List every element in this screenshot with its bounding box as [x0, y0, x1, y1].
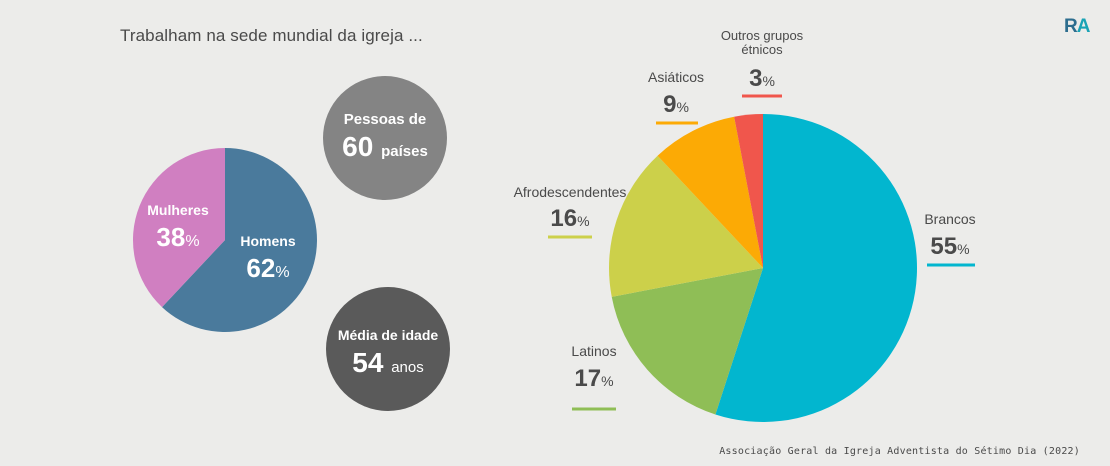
slice-label-outros-grupos-etnicos: Outros grupos étnicos [721, 28, 804, 57]
logo-letter-r: R [1064, 16, 1078, 37]
chart-title: Trabalham na sede mundial da igreja ... [120, 26, 423, 45]
pie-slice-brancos [715, 114, 918, 422]
slice-label-latinos: Latinos [571, 343, 616, 359]
pie-slice-asiaticos [657, 116, 763, 268]
slice-label-mulheres: Mulheres [147, 202, 209, 218]
logo-letter-a: A [1076, 16, 1091, 37]
pie-slice-mulheres [132, 147, 225, 308]
slice-label-homens: Homens [240, 233, 295, 249]
slice-value-afrodescendentes: 16% [550, 205, 589, 232]
brand-logo: RA [1064, 16, 1091, 38]
age-value: 54 anos [352, 347, 423, 378]
age-circle [326, 287, 450, 411]
countries-circle [323, 76, 447, 200]
slice-value-latinos: 17% [574, 365, 613, 392]
pie-slice-outros-grupos-etnicos [734, 114, 763, 268]
source-note: Associação Geral da Igreja Adventista do… [719, 446, 1080, 457]
slice-value-homens: 62% [246, 253, 289, 283]
slice-value-mulheres: 38% [156, 222, 199, 252]
pie-slice-homens [162, 148, 317, 332]
countries-value: 60 países [342, 131, 428, 162]
countries-label: Pessoas de [344, 111, 427, 128]
slice-value-brancos: 55% [930, 233, 969, 260]
slice-value-asiaticos: 9% [663, 91, 689, 118]
pie-slice-afrodescendentes [609, 155, 763, 297]
slice-label-brancos: Brancos [924, 211, 975, 227]
pie-slice-latinos [611, 268, 763, 415]
slice-label-afrodescendentes: Afrodescendentes [514, 184, 627, 200]
age-label: Média de idade [338, 327, 439, 343]
slice-label-asiaticos: Asiáticos [648, 69, 704, 85]
slice-value-outros-grupos-etnicos: 3% [749, 65, 775, 92]
